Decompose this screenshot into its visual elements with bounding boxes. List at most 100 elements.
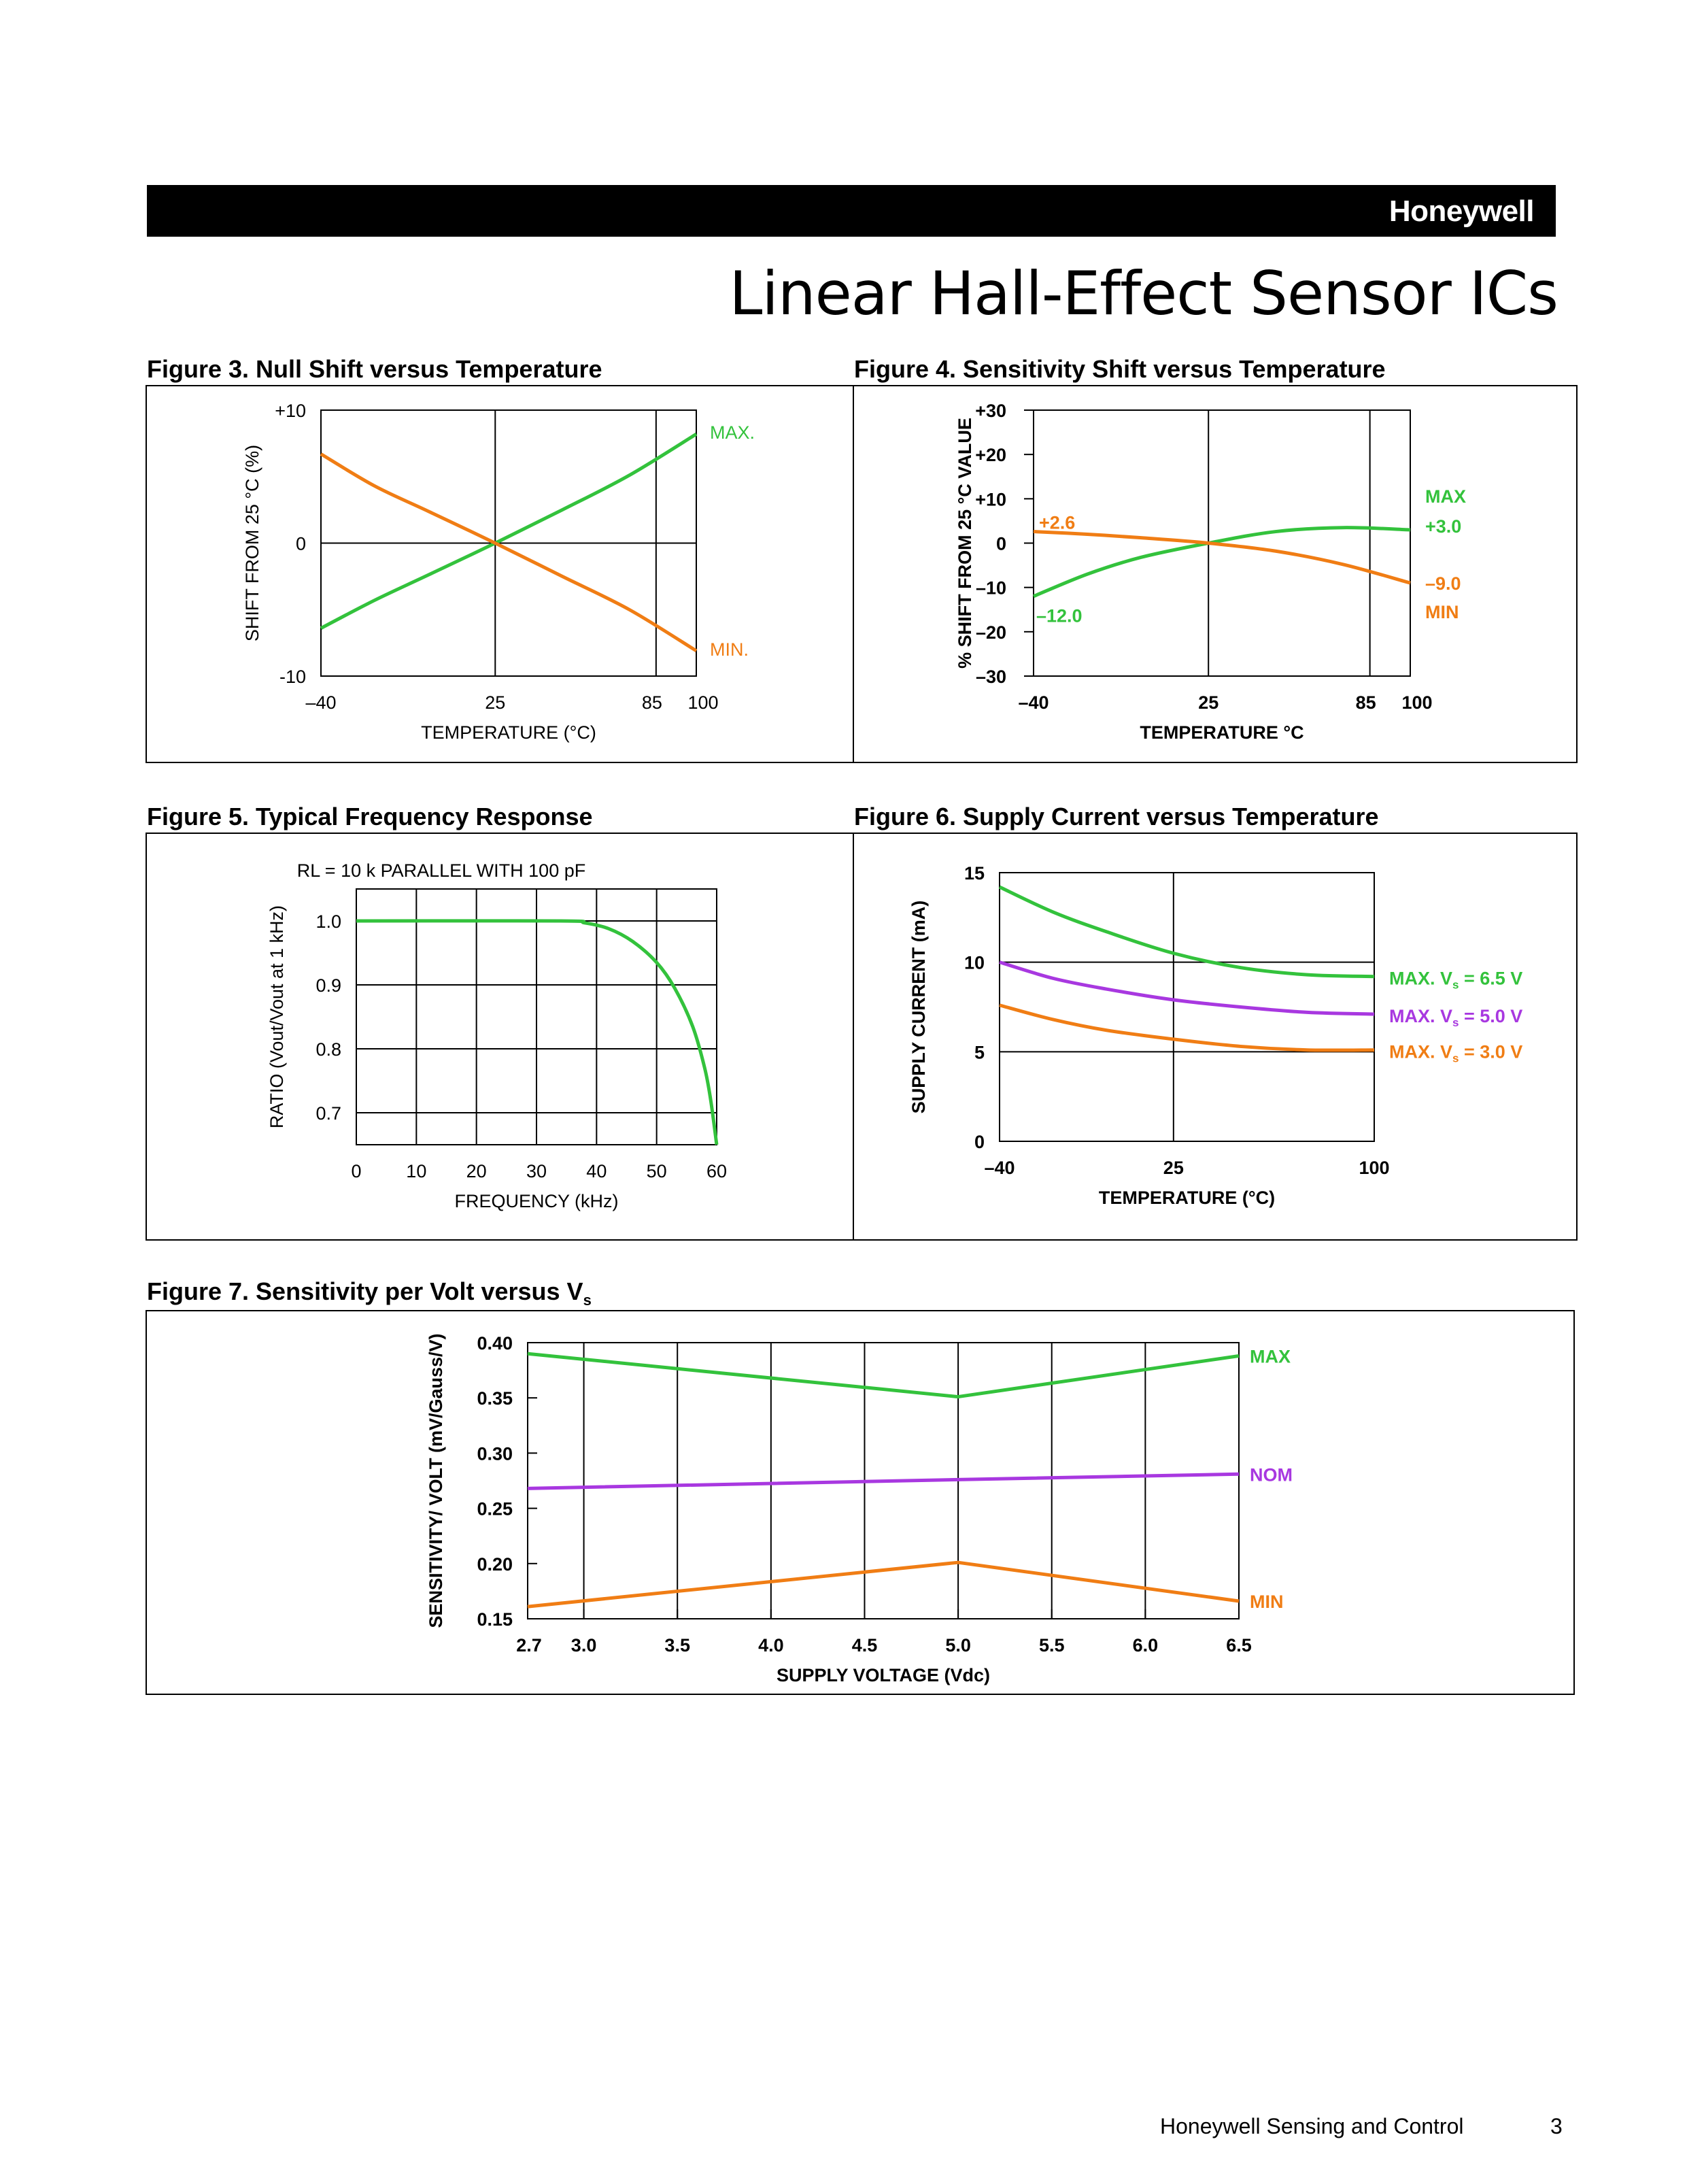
fig5-x-tick-label: 40 [586, 1161, 607, 1181]
fig7-y-tick-label: 0.15 [477, 1609, 513, 1630]
fig4-x-tick-label: 25 [1198, 692, 1219, 713]
fig7-x-axis-title: SUPPLY VOLTAGE (Vdc) [777, 1665, 990, 1685]
fig5-x-tick-label: 30 [526, 1161, 547, 1181]
fig6-series-label-sub: s [1452, 1016, 1459, 1029]
fig5-x-tick-label: 10 [406, 1161, 426, 1181]
fig5-x-tick-label: 0 [351, 1161, 361, 1181]
fig6-series-max-vs-6-5-v [998, 885, 1375, 979]
fig3-chart: +10 0 -10 –40 25 85 100 TEMPERATURE (°C) SHIFT F… [242, 401, 755, 743]
fig6-y-tick-label: 5 [974, 1042, 985, 1062]
fig7-x-tick-label: 3.5 [664, 1635, 690, 1656]
fig6-chart: 15 10 5 0 –40 25 100 TEMPERATURE (°C) SUPPLY CUR… [908, 863, 1522, 1208]
fig6-x-tick-label: –40 [984, 1158, 1015, 1178]
fig4-chart: +30 +20 +10 0 –10 –20 –30 –40 25 85 100 TEMPERATURE… [955, 401, 1466, 743]
fig6-y-tick-label: 15 [964, 863, 985, 884]
fig4-y-tick-label: –20 [976, 622, 1006, 643]
panel-row-3 [146, 1310, 1575, 1695]
fig7-chart: 0.40 0.35 0.30 0.25 0.20 0.152.7 3.0 3.5 4.0 4.5 5… [426, 1333, 1293, 1685]
fig7-series-max [527, 1351, 1240, 1399]
fig5-chart: 1.0 0.9 0.8 0.7 0 10 20 30 40 50 60 FREQUENCY (kHz)… [267, 860, 727, 1211]
fig4-series-label: MAX [1425, 486, 1466, 507]
fig7-series-nom [527, 1472, 1240, 1490]
panel-row-1 [146, 385, 1578, 763]
figure-7-caption-main: Figure 7. Sensitivity per Volt versus V [147, 1277, 583, 1305]
fig6-series-max-vs-5-0-v [999, 960, 1375, 1016]
fig3-x-tick-label: –40 [305, 692, 336, 713]
figure-7-caption-sub: s [583, 1292, 592, 1309]
fig6-series-max-vs-3-0-v [999, 1003, 1375, 1052]
honeywell-logo: Honeywell [1388, 195, 1535, 228]
fig5-series-response [356, 919, 719, 1145]
brand-bar: Honeywell [147, 185, 1556, 237]
fig4-x-tick-label: 85 [1356, 692, 1376, 713]
fig3-series-max- [320, 433, 698, 630]
fig4-y-axis-title: % SHIFT FROM 25 °C VALUE [955, 418, 975, 669]
fig6-y-tick-label: 10 [964, 953, 985, 973]
fig7-x-tick-label: 4.5 [852, 1635, 878, 1656]
fig7-x-tick-label: 3.0 [571, 1635, 597, 1656]
fig6-x-axis-title: TEMPERATURE (°C) [1099, 1188, 1275, 1208]
figure-4-caption: Figure 4. Sensitivity Shift versus Tempe… [854, 355, 1386, 383]
fig3-x-tick-label: 100 [687, 692, 718, 713]
fig6-series-label-sub: s [1452, 979, 1459, 992]
fig4-start-label: +2.6 [1039, 513, 1075, 533]
fig4-start-label: –12.0 [1036, 606, 1083, 626]
fig4-series-max [1033, 526, 1411, 599]
fig3-y-tick-label: 0 [296, 534, 306, 554]
fig5-y-tick-label: 0.8 [316, 1039, 341, 1060]
fig6-x-tick-label: 25 [1163, 1158, 1184, 1178]
fig5-y-tick-label: 1.0 [316, 911, 341, 932]
fig4-x-tick-label: –40 [1018, 692, 1049, 713]
fig4-series-min [1033, 530, 1411, 585]
fig3-x-axis-title: TEMPERATURE (°C) [421, 722, 596, 743]
figure-3-caption: Figure 3. Null Shift versus Temperature [147, 355, 602, 383]
fig3-series-min- [320, 452, 698, 652]
fig4-y-tick-label: –10 [976, 578, 1006, 599]
fig4-y-tick-label: +20 [975, 445, 1006, 465]
fig4-y-tick-label: –30 [976, 667, 1006, 687]
fig6-series-label-main: MAX. V [1389, 969, 1452, 989]
fig5-x-tick-label: 60 [706, 1161, 727, 1181]
fig4-y-tick-label: +10 [975, 489, 1006, 509]
fig4-end-label: +3.0 [1425, 516, 1461, 537]
footer-company: Honeywell Sensing and Control [1160, 2114, 1464, 2138]
panel-row-1-divider [853, 385, 854, 763]
fig7-series-label: MAX [1250, 1346, 1291, 1366]
fig6-series-label-tail: = 3.0 V [1459, 1042, 1522, 1062]
page-title: Linear Hall-Effect Sensor ICs [729, 258, 1558, 329]
fig5-x-tick-label: 50 [647, 1161, 667, 1181]
fig5-y-tick-label: 0.7 [316, 1103, 341, 1124]
fig6-series-label-main: MAX. V [1389, 1042, 1452, 1062]
fig3-x-tick-label: 85 [642, 692, 662, 713]
fig3-y-tick-label: +10 [275, 401, 306, 421]
figure-7-caption: Figure 7. Sensitivity per Volt versus Vs [147, 1277, 592, 1309]
fig4-end-label: –9.0 [1425, 573, 1461, 594]
fig7-x-tick-label: 5.0 [945, 1635, 971, 1656]
fig7-y-tick-label: 0.25 [477, 1499, 513, 1519]
fig7-y-tick-label: 0.20 [477, 1554, 513, 1575]
fig6-series-label-main: MAX. V [1389, 1006, 1452, 1026]
fig6-series-label: MAX. Vs = 3.0 V [1389, 1042, 1522, 1065]
fig6-series-label: MAX. Vs = 6.5 V [1389, 969, 1522, 992]
fig3-x-tick-label: 25 [485, 692, 505, 713]
fig7-y-tick-label: 0.35 [477, 1388, 513, 1409]
fig6-y-axis-title: SUPPLY CURRENT (mA) [908, 901, 929, 1114]
fig7-series-label: MIN [1250, 1592, 1284, 1612]
fig7-x-tick-label: 6.5 [1226, 1635, 1252, 1656]
fig7-plot-frame [527, 1342, 1240, 1619]
fig6-y-tick-label: 0 [974, 1132, 985, 1152]
fig7-series-label: NOM [1250, 1464, 1293, 1485]
fig4-x-tick-label: 100 [1401, 692, 1432, 713]
fig6-series-label-tail: = 6.5 V [1459, 969, 1522, 989]
figure-6-caption: Figure 6. Supply Current versus Temperat… [854, 803, 1379, 830]
fig3-y-axis-title: SHIFT FROM 25 °C (%) [242, 445, 262, 641]
fig6-series-label-tail: = 5.0 V [1459, 1006, 1522, 1026]
fig7-x-tick-label: 4.0 [758, 1635, 784, 1656]
fig6-x-tick-label: 100 [1359, 1158, 1389, 1178]
fig4-x-axis-title: TEMPERATURE °C [1140, 722, 1303, 743]
fig4-y-tick-label: 0 [996, 534, 1006, 554]
fig7-x-tick-label: 6.0 [1133, 1635, 1159, 1656]
fig5-subtitle: RL = 10 k PARALLEL WITH 100 pF [297, 860, 585, 881]
fig5-y-axis-title: RATIO (Vout/Vout at 1 kHz) [267, 905, 287, 1128]
